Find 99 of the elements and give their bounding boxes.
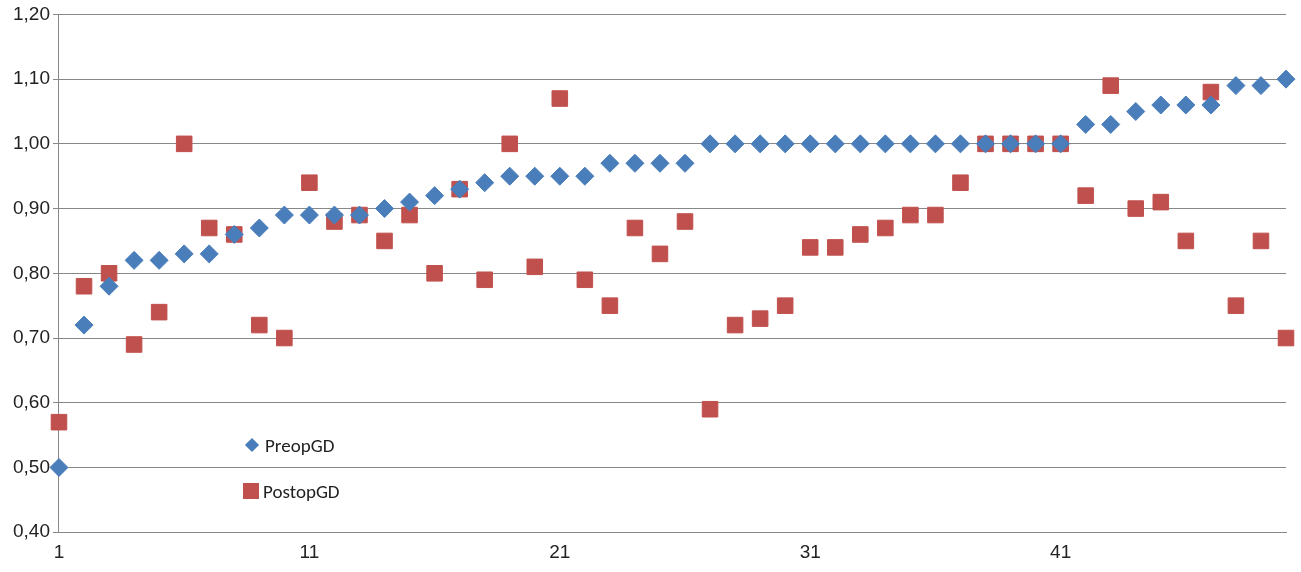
point [1202, 83, 1220, 101]
point [550, 166, 570, 186]
point [1077, 187, 1094, 204]
point [251, 316, 268, 334]
x-tick-label: 11 [299, 540, 320, 562]
point [200, 219, 218, 237]
point [49, 457, 69, 477]
point [125, 336, 143, 353]
point [274, 205, 294, 225]
point [525, 166, 545, 186]
point [124, 250, 144, 270]
point [877, 219, 894, 237]
point [99, 276, 119, 296]
point [626, 219, 644, 237]
point [900, 134, 920, 154]
point [1252, 232, 1270, 250]
point [576, 271, 594, 289]
point [1201, 95, 1221, 115]
point [150, 303, 168, 321]
point [925, 134, 945, 154]
point [676, 213, 694, 230]
x-tick-label: 21 [549, 540, 571, 562]
point [902, 206, 919, 224]
point [1151, 95, 1171, 115]
point [175, 135, 193, 153]
point [850, 134, 870, 154]
point [74, 315, 94, 335]
point [551, 90, 569, 107]
point [1276, 69, 1296, 89]
point [324, 205, 344, 225]
point [1127, 200, 1145, 217]
point [425, 186, 445, 206]
point [174, 244, 194, 264]
y-tick-label: 1,20 [13, 2, 50, 24]
point [751, 310, 769, 327]
y-tick-label: 0,70 [13, 326, 50, 348]
legend-label: PostopGD [263, 479, 340, 503]
point [526, 258, 544, 276]
point [1251, 76, 1271, 96]
point [1226, 76, 1246, 96]
point [1126, 101, 1146, 121]
point [501, 135, 518, 153]
point [299, 205, 319, 225]
y-tick-label: 0,40 [13, 520, 50, 542]
point [650, 153, 670, 173]
point [852, 226, 869, 243]
point [775, 134, 795, 154]
y-tick-label: 0,90 [13, 196, 50, 218]
point [199, 244, 219, 264]
point [700, 134, 720, 154]
point [1176, 95, 1196, 115]
x-tick-label: 31 [799, 540, 821, 562]
point [75, 277, 93, 295]
point [276, 329, 293, 347]
point [750, 134, 770, 154]
point [1152, 193, 1170, 211]
point [426, 265, 443, 282]
point [600, 153, 620, 173]
y-tick-label: 1,00 [13, 132, 50, 154]
point [801, 239, 819, 256]
point [149, 250, 169, 270]
point [651, 245, 669, 263]
point [376, 232, 393, 250]
point [1177, 232, 1195, 250]
point [776, 297, 794, 314]
point [1102, 77, 1119, 94]
legend-label: PreopGD [265, 433, 335, 457]
point [575, 166, 595, 186]
point [927, 206, 944, 224]
point [400, 192, 420, 212]
point [625, 153, 645, 173]
point [476, 271, 493, 289]
y-tick-label: 0,50 [13, 455, 50, 477]
point [675, 153, 695, 173]
point [1076, 114, 1096, 134]
y-tick-label: 0,60 [13, 390, 50, 412]
point [725, 134, 745, 154]
y-tick-label: 0,80 [13, 261, 50, 283]
point [375, 199, 395, 219]
point [475, 173, 495, 193]
x-tick-label: 1 [53, 540, 65, 562]
point [952, 174, 969, 191]
y-tick-label: 1,10 [13, 67, 50, 89]
point [1101, 114, 1121, 134]
x-tick-label: 41 [1050, 540, 1072, 562]
point [601, 297, 619, 314]
point [950, 134, 970, 154]
point [249, 218, 269, 238]
point [500, 166, 520, 186]
point [50, 413, 68, 431]
point [826, 239, 844, 256]
point [875, 134, 895, 154]
point [825, 134, 845, 154]
point [800, 134, 820, 154]
point [701, 400, 719, 418]
point [726, 316, 744, 334]
point [301, 174, 318, 191]
point [1277, 329, 1295, 347]
point [1227, 297, 1245, 314]
